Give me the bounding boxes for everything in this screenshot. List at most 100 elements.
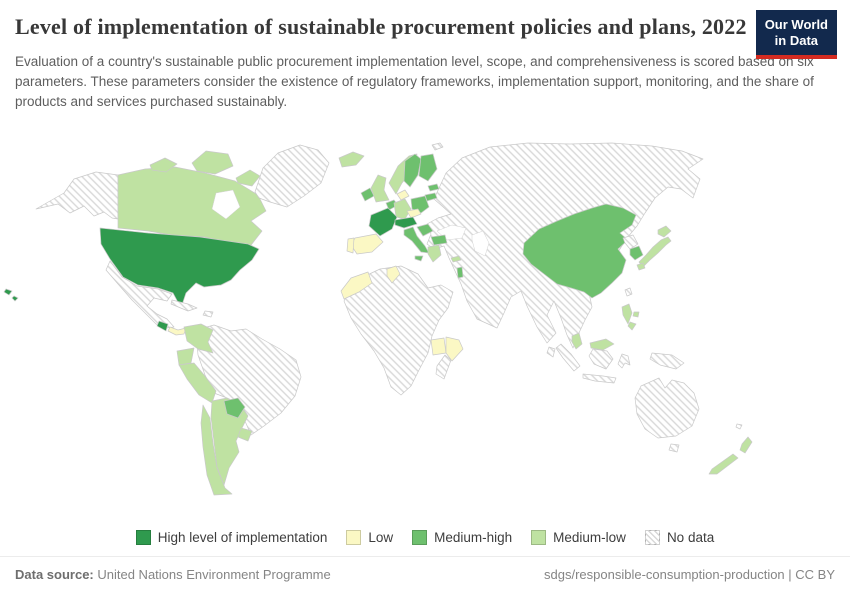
country-tunisia[interactable] (386, 265, 401, 284)
country-tasmania[interactable] (668, 443, 680, 453)
country-sri-lanka[interactable] (546, 346, 556, 358)
country-japan-kyushu[interactable] (636, 262, 646, 271)
legend-label-no-data: No data (666, 529, 715, 545)
country-cuba[interactable] (170, 299, 198, 312)
country-madagascar[interactable] (435, 354, 452, 380)
country-philippines-2[interactable] (627, 321, 637, 331)
country-denmark[interactable] (396, 189, 410, 201)
country-south-korea[interactable] (629, 245, 644, 261)
footer-license-link[interactable]: sdgs/responsible-consumption-production … (544, 567, 835, 582)
country-ecuador[interactable] (176, 347, 195, 366)
map-legend: High level of implementation Low Medium-hi… (0, 522, 850, 552)
country-new-zealand-north[interactable] (739, 436, 753, 454)
country-greenland[interactable] (254, 144, 330, 208)
country-australia[interactable] (634, 377, 700, 439)
country-croatia[interactable] (416, 223, 434, 237)
country-united-states[interactable] (99, 227, 260, 309)
data-source-label: Data source: (15, 567, 94, 582)
country-uruguay[interactable] (237, 427, 253, 442)
country-north-korea[interactable] (622, 234, 639, 250)
country-iceland[interactable] (338, 151, 365, 168)
country-canada-arctic-1[interactable] (149, 157, 178, 173)
caspian-sea (471, 230, 490, 257)
world-map-svg (3, 142, 753, 496)
legend-item-medium-high[interactable]: Medium-high (412, 529, 513, 545)
legend-swatch-low (346, 529, 362, 545)
chart-header: Level of implementation of sustainable p… (0, 0, 850, 138)
legend-label-low: Low (368, 529, 394, 545)
country-paraguay[interactable] (223, 397, 246, 419)
country-peru[interactable] (178, 362, 217, 404)
footer: Data source: United Nations Environment … (0, 556, 850, 600)
country-japan-honshu[interactable] (638, 236, 672, 268)
country-indonesia-java[interactable] (582, 373, 617, 384)
country-spain[interactable] (350, 233, 384, 255)
country-bulgaria[interactable] (430, 234, 448, 246)
country-poland[interactable] (410, 195, 430, 214)
country-canada-arctic-3[interactable] (235, 169, 261, 187)
country-israel[interactable] (456, 266, 464, 279)
country-cyprus[interactable] (450, 255, 462, 263)
data-source-value: United Nations Environment Programme (93, 567, 331, 582)
country-indonesia-sumatra[interactable] (555, 343, 581, 372)
country-sweden[interactable] (403, 153, 422, 188)
country-indonesia-sulawesi[interactable] (617, 353, 631, 369)
legend-swatch-medium-high (412, 529, 428, 545)
chart-subtitle: Evaluation of a country's sustainable pu… (15, 53, 814, 110)
country-hispaniola[interactable] (202, 310, 214, 318)
country-greece[interactable] (427, 244, 442, 263)
world-map (0, 138, 850, 522)
legend-swatch-high-level-of-implementation (135, 529, 151, 545)
country-germany[interactable] (393, 198, 412, 220)
owid-logo[interactable]: Our World in Data (755, 10, 837, 59)
country-morocco[interactable] (340, 271, 373, 300)
country-new-zealand-south[interactable] (708, 453, 739, 475)
legend-item-no-data[interactable]: No data (644, 529, 715, 545)
legend-item-high-level-of-implementation[interactable]: High level of implementation (135, 529, 328, 545)
country-indonesia-borneo[interactable] (588, 348, 614, 370)
country-malaysia-borneo[interactable] (589, 338, 615, 351)
country-czechia[interactable] (406, 208, 422, 219)
country-france[interactable] (368, 207, 398, 237)
country-philippines-3[interactable] (632, 311, 640, 318)
legend-swatch-medium-low (531, 529, 547, 545)
country-portugal[interactable] (346, 237, 355, 254)
country-japan-hokkaido[interactable] (657, 225, 672, 238)
chart-title: Level of implementation of sustainable p… (15, 14, 747, 39)
country-sicily[interactable] (414, 255, 424, 262)
data-source: Data source: United Nations Environment … (15, 567, 331, 582)
region-africa-nodata[interactable] (343, 265, 454, 396)
country-hawaii-2[interactable] (11, 295, 19, 302)
legend-item-medium-low[interactable]: Medium-low (531, 529, 626, 545)
country-uganda[interactable] (430, 337, 447, 356)
country-finland[interactable] (418, 153, 438, 182)
legend-label-high-level-of-implementation: High level of implementation (157, 529, 328, 545)
legend-label-medium-low: Medium-low (553, 529, 626, 545)
region-mexico-central-america[interactable] (105, 260, 175, 329)
country-hawaii-1[interactable] (3, 288, 13, 296)
country-alaska[interactable] (35, 171, 119, 220)
country-malaysia-peninsular[interactable] (571, 332, 583, 350)
country-united-kingdom[interactable] (370, 174, 390, 203)
hudson-bay (211, 189, 241, 220)
country-new-guinea[interactable] (649, 352, 685, 370)
country-taiwan[interactable] (624, 287, 633, 297)
country-colombia[interactable] (183, 323, 214, 354)
country-chile[interactable] (200, 404, 233, 496)
country-philippines-1[interactable] (621, 303, 633, 325)
owid-logo-line2: in Data (774, 33, 819, 49)
country-svalbard[interactable] (431, 142, 444, 151)
country-canada[interactable] (117, 166, 267, 250)
country-china[interactable] (522, 203, 637, 299)
country-switzerland-austria[interactable] (394, 216, 418, 229)
country-kenya[interactable] (445, 336, 464, 362)
legend-item-low[interactable]: Low (346, 529, 394, 545)
country-costa-rica[interactable] (156, 320, 169, 332)
country-canada-arctic-2[interactable] (191, 150, 234, 175)
legend-label-medium-high: Medium-high (434, 529, 513, 545)
legend-swatch-no-data (644, 529, 660, 545)
country-panama[interactable] (167, 326, 187, 336)
country-estonia[interactable] (427, 183, 440, 192)
country-fiji[interactable] (735, 423, 743, 430)
